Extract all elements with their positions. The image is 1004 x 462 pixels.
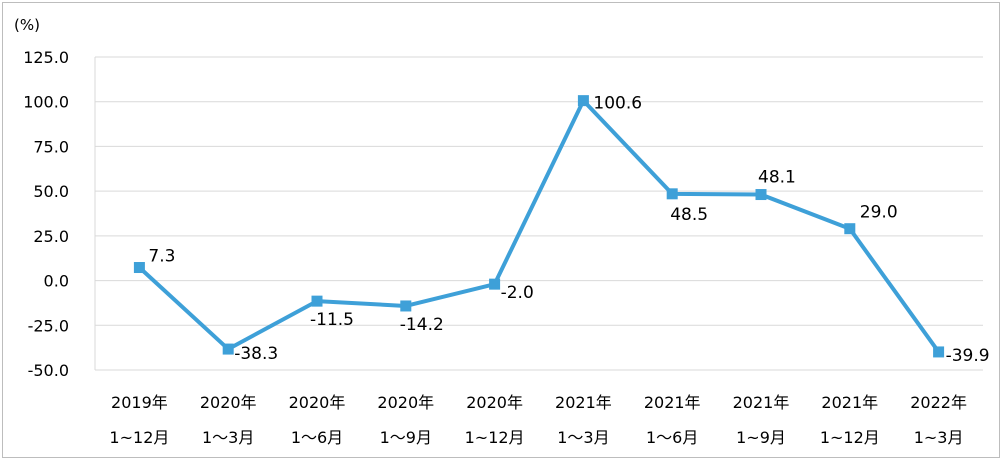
x-tick-label: 2020年 — [289, 393, 346, 412]
x-axis-ticks: 2019年 1~12月 2020年 1～3月 2020年 1～6月 2020年 1～9月 202… — [109, 393, 967, 447]
x-tick-label: 2022年 — [910, 393, 967, 412]
x-tick-label: 1~3月 — [914, 428, 964, 447]
data-label: 29.0 — [860, 203, 898, 223]
x-tick-label: 1~12月 — [820, 428, 880, 447]
data-point — [933, 346, 945, 358]
data-label: 7.3 — [148, 247, 175, 267]
y-tick-label: 25.0 — [33, 227, 69, 246]
x-tick-label: 1~9月 — [736, 428, 786, 447]
x-tick-label: 2021年 — [644, 393, 701, 412]
x-tick-label: 2020年 — [466, 393, 523, 412]
x-tick-label: 2020年 — [200, 393, 257, 412]
data-point — [222, 343, 234, 355]
x-tick-label: 1～6月 — [291, 428, 343, 447]
data-point — [311, 295, 323, 307]
x-tick-label: 2021年 — [821, 393, 878, 412]
data-label: -38.3 — [234, 344, 278, 364]
data-labels: 7.3 -38.3 -11.5 -14.2 -2.0 100.6 48.5 48.1 29.0 -… — [148, 94, 989, 366]
data-label: -14.2 — [400, 315, 444, 335]
y-tick-label: 125.0 — [23, 48, 69, 67]
data-label: -11.5 — [310, 310, 354, 330]
data-point — [400, 300, 412, 312]
data-label: -39.9 — [946, 346, 990, 366]
y-unit-label: (%) — [14, 16, 40, 34]
x-tick-label: 1～3月 — [557, 428, 609, 447]
data-point — [577, 95, 589, 107]
x-tick-label: 2020年 — [377, 393, 434, 412]
y-tick-label: 50.0 — [33, 182, 69, 201]
x-tick-label: 1~12月 — [465, 428, 525, 447]
y-axis-ticks: 125.0 100.0 75.0 50.0 25.0 0.0 -25.0 -50.0 — [23, 48, 69, 380]
x-tick-label: 1~12月 — [109, 428, 169, 447]
x-tick-label: 1～6月 — [646, 428, 698, 447]
data-point — [755, 189, 767, 201]
data-point — [666, 188, 678, 200]
y-tick-label: 75.0 — [33, 137, 69, 156]
x-tick-label: 2019年 — [111, 393, 168, 412]
data-point — [133, 262, 145, 274]
y-tick-label: -50.0 — [28, 361, 69, 380]
data-point — [489, 278, 501, 290]
x-tick-label: 1～3月 — [202, 428, 254, 447]
data-points — [133, 95, 945, 358]
grid-lines — [94, 56, 983, 371]
series-line-path — [138, 98, 941, 354]
x-tick-label: 2021年 — [733, 393, 790, 412]
y-tick-label: -25.0 — [28, 316, 69, 335]
data-point — [844, 223, 856, 235]
data-label: 100.6 — [593, 94, 642, 114]
y-tick-label: 0.0 — [44, 272, 69, 291]
x-tick-label: 1～9月 — [380, 428, 432, 447]
data-label: -2.0 — [501, 283, 534, 303]
data-label: 48.5 — [670, 205, 708, 225]
y-tick-label: 100.0 — [23, 93, 69, 112]
data-label: 48.1 — [758, 168, 796, 188]
series-line — [138, 98, 941, 354]
x-tick-label: 2021年 — [555, 393, 612, 412]
